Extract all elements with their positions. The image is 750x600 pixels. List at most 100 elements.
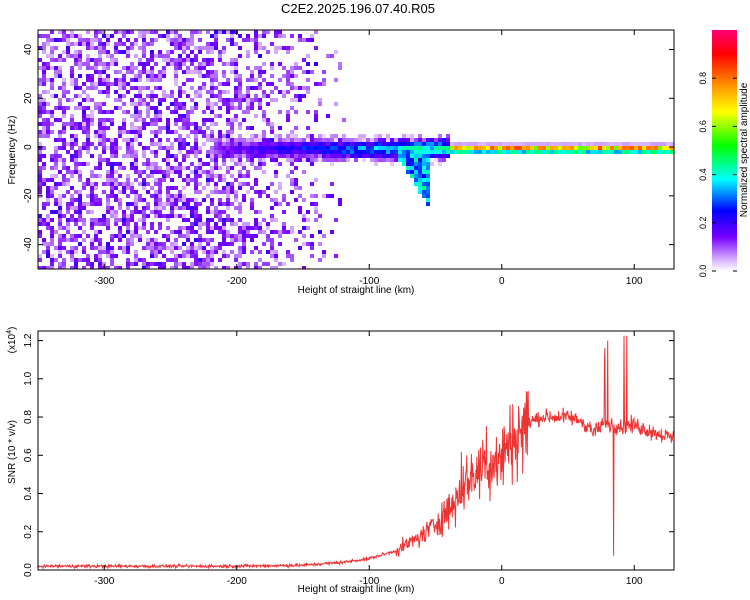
heatmap-cell bbox=[106, 74, 110, 78]
heatmap-cell bbox=[318, 102, 322, 106]
heatmap-cell bbox=[158, 126, 162, 130]
heatmap-cell bbox=[198, 242, 202, 246]
heatmap-cell bbox=[114, 70, 118, 74]
heatmap-cell bbox=[190, 250, 194, 254]
heatmap-cell bbox=[82, 110, 86, 114]
heatmap-cell bbox=[234, 30, 238, 34]
heatmap-cell bbox=[214, 206, 218, 210]
heatmap-cell bbox=[98, 122, 102, 126]
heatmap-cell bbox=[74, 42, 78, 46]
heatmap-cell bbox=[190, 110, 194, 114]
heatmap-cell bbox=[414, 166, 418, 170]
heatmap-cell bbox=[418, 170, 422, 174]
heatmap-cell bbox=[262, 230, 266, 234]
heatmap-cell bbox=[506, 146, 510, 150]
heatmap-cell bbox=[130, 182, 134, 186]
heatmap-cell bbox=[58, 98, 62, 102]
heatmap-cell bbox=[90, 142, 94, 146]
heatmap-cell bbox=[194, 66, 198, 70]
heatmap-cell bbox=[42, 106, 46, 110]
heatmap-cell bbox=[238, 54, 242, 58]
heatmap-cell bbox=[106, 66, 110, 70]
heatmap-cell bbox=[226, 194, 230, 198]
heatmap-cell bbox=[174, 62, 178, 66]
heatmap-cell bbox=[94, 86, 98, 90]
heatmap-cell bbox=[442, 138, 446, 142]
heatmap-cell bbox=[218, 114, 222, 118]
heatmap-cell bbox=[234, 58, 238, 62]
heatmap-cell bbox=[418, 142, 422, 146]
heatmap-cell bbox=[186, 154, 190, 158]
heatmap-cell bbox=[238, 46, 242, 50]
heatmap-cell bbox=[202, 130, 206, 134]
heatmap-cell bbox=[70, 78, 74, 82]
heatmap-cell bbox=[42, 178, 46, 182]
heatmap-cell bbox=[62, 182, 66, 186]
heatmap-cell bbox=[214, 122, 218, 126]
heatmap-cell bbox=[62, 106, 66, 110]
heatmap-cell bbox=[78, 258, 82, 262]
heatmap-cell bbox=[210, 170, 214, 174]
heatmap-cell bbox=[274, 142, 278, 146]
heatmap-cell bbox=[538, 146, 542, 150]
heatmap-cell bbox=[134, 74, 138, 78]
heatmap-cell bbox=[262, 94, 266, 98]
heatmap-cell bbox=[610, 146, 614, 150]
heatmap-cell bbox=[278, 242, 282, 246]
heatmap-cell bbox=[206, 258, 210, 262]
heatmap-cell bbox=[278, 142, 282, 146]
heatmap-cell bbox=[342, 142, 346, 146]
heatmap-cell bbox=[298, 246, 302, 250]
heatmap-cell bbox=[98, 90, 102, 94]
heatmap-cell bbox=[374, 138, 378, 142]
heatmap-cell bbox=[134, 114, 138, 118]
heatmap-cell bbox=[322, 254, 326, 258]
heatmap-cell bbox=[98, 154, 102, 158]
heatmap-cell bbox=[254, 266, 258, 269]
heatmap-cell bbox=[290, 134, 294, 138]
heatmap-cell bbox=[310, 246, 314, 250]
heatmap-cell bbox=[214, 150, 218, 154]
heatmap-cell bbox=[102, 130, 106, 134]
heatmap-cell bbox=[134, 254, 138, 258]
heatmap-cell bbox=[434, 138, 438, 142]
heatmap-cell bbox=[262, 138, 266, 142]
heatmap-cell bbox=[162, 206, 166, 210]
heatmap-cell bbox=[338, 138, 342, 142]
heatmap-cell bbox=[130, 214, 134, 218]
heatmap-cell bbox=[122, 82, 126, 86]
heatmap-cell bbox=[214, 94, 218, 98]
heatmap-cell bbox=[334, 146, 338, 150]
heatmap-cell bbox=[114, 254, 118, 258]
heatmap-cell bbox=[206, 174, 210, 178]
heatmap-cell bbox=[234, 238, 238, 242]
heatmap-cell bbox=[82, 122, 86, 126]
heatmap-cell bbox=[230, 150, 234, 154]
heatmap-cell bbox=[178, 198, 182, 202]
heatmap-cell bbox=[42, 46, 46, 50]
heatmap-cell bbox=[222, 50, 226, 54]
heatmap-cell bbox=[126, 110, 130, 114]
heatmap-cell bbox=[314, 62, 318, 66]
heatmap-cell bbox=[346, 154, 350, 158]
heatmap-cell bbox=[86, 234, 90, 238]
heatmap-cell bbox=[250, 146, 254, 150]
heatmap-cell bbox=[198, 234, 202, 238]
heatmap-cell bbox=[78, 62, 82, 66]
heatmap-cell bbox=[110, 214, 114, 218]
heatmap-cell bbox=[254, 50, 258, 54]
heatmap-cell bbox=[98, 254, 102, 258]
heatmap-cell bbox=[66, 98, 70, 102]
heatmap-cell bbox=[594, 146, 598, 150]
heatmap-cell bbox=[626, 142, 630, 146]
heatmap-cell bbox=[114, 170, 118, 174]
heatmap-cell bbox=[66, 190, 70, 194]
heatmap-cell bbox=[310, 70, 314, 74]
heatmap-cell bbox=[134, 202, 138, 206]
heatmap-cell bbox=[178, 90, 182, 94]
heatmap-cell bbox=[98, 158, 102, 162]
heatmap-cell bbox=[90, 174, 94, 178]
heatmap-cell bbox=[66, 54, 70, 58]
heatmap-cell bbox=[254, 234, 258, 238]
heatmap-cell bbox=[190, 178, 194, 182]
